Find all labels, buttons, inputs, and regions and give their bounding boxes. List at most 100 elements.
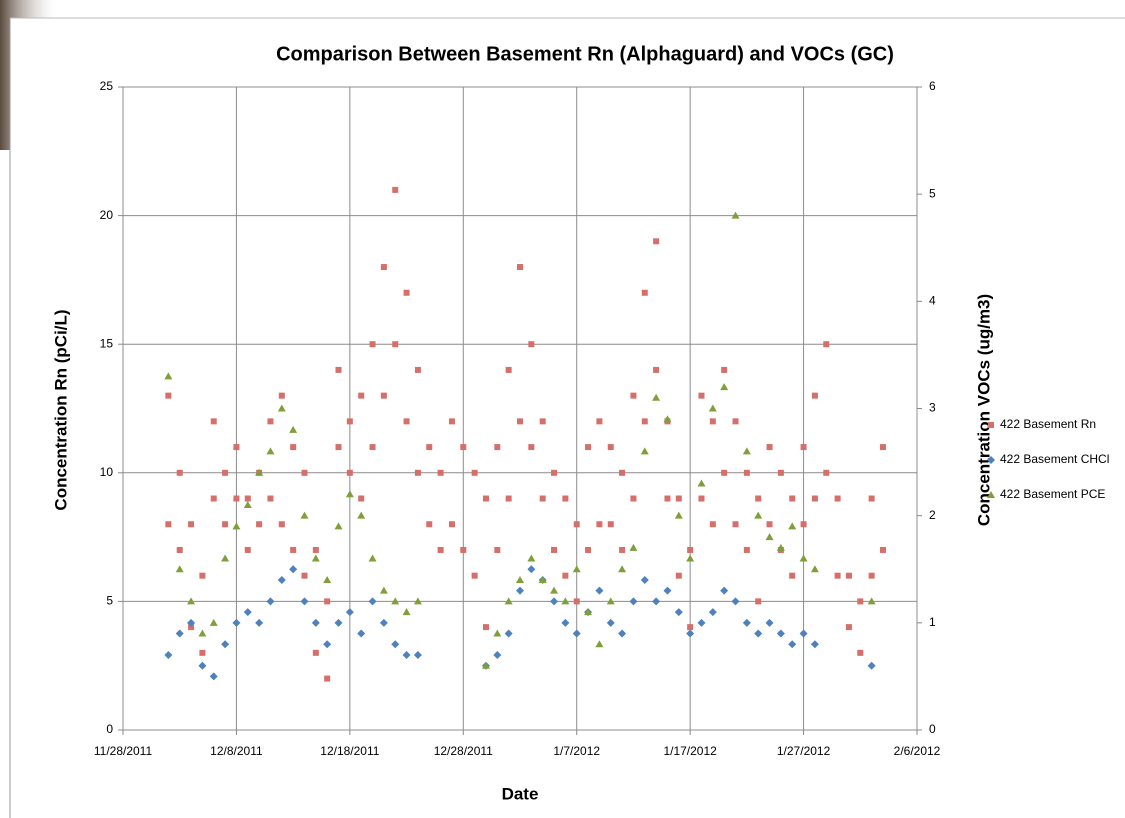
x-tick-label: 12/18/2011 bbox=[320, 744, 379, 758]
data-point bbox=[460, 547, 466, 553]
data-point bbox=[687, 624, 693, 630]
data-point bbox=[426, 444, 432, 450]
data-point bbox=[698, 393, 704, 399]
data-point bbox=[336, 367, 342, 373]
data-point bbox=[347, 418, 353, 424]
data-point bbox=[177, 547, 183, 553]
data-point bbox=[653, 238, 659, 244]
data-point bbox=[483, 624, 489, 630]
data-point bbox=[301, 470, 307, 476]
y2-tick-label: 2 bbox=[929, 508, 936, 522]
data-point bbox=[687, 547, 693, 553]
data-point bbox=[211, 418, 217, 424]
data-point bbox=[653, 367, 659, 373]
data-point bbox=[233, 496, 239, 502]
data-point bbox=[449, 418, 455, 424]
data-point bbox=[483, 496, 489, 502]
data-point bbox=[324, 676, 330, 682]
data-point bbox=[165, 393, 171, 399]
data-point bbox=[676, 496, 682, 502]
data-point bbox=[630, 496, 636, 502]
data-point bbox=[233, 444, 239, 450]
data-point bbox=[710, 521, 716, 527]
data-point bbox=[812, 393, 818, 399]
data-point bbox=[744, 470, 750, 476]
data-point bbox=[664, 496, 670, 502]
data-point bbox=[812, 496, 818, 502]
data-point bbox=[869, 496, 875, 502]
data-point bbox=[789, 573, 795, 579]
data-point bbox=[585, 444, 591, 450]
y-tick-label: 5 bbox=[106, 594, 113, 608]
data-point bbox=[846, 624, 852, 630]
y-axis-title: Concentration Rn (pCi/L) bbox=[51, 309, 70, 510]
data-point bbox=[370, 444, 376, 450]
y-tick-label: 0 bbox=[106, 722, 113, 736]
data-point bbox=[279, 521, 285, 527]
data-point bbox=[438, 547, 444, 553]
data-point bbox=[574, 598, 580, 604]
data-point bbox=[857, 650, 863, 656]
data-point bbox=[551, 547, 557, 553]
data-point bbox=[721, 367, 727, 373]
data-point bbox=[199, 650, 205, 656]
data-point bbox=[574, 521, 580, 527]
data-point bbox=[313, 547, 319, 553]
data-point bbox=[733, 418, 739, 424]
chart-title: Comparison Between Basement Rn (Alphagua… bbox=[276, 43, 894, 65]
data-point bbox=[698, 496, 704, 502]
y2-tick-label: 0 bbox=[929, 722, 936, 736]
data-point bbox=[415, 367, 421, 373]
data-point bbox=[177, 470, 183, 476]
data-point bbox=[517, 418, 523, 424]
data-point bbox=[721, 470, 727, 476]
data-point bbox=[801, 444, 807, 450]
data-point bbox=[313, 650, 319, 656]
data-point bbox=[324, 598, 330, 604]
data-point bbox=[256, 521, 262, 527]
data-point bbox=[801, 521, 807, 527]
data-point bbox=[517, 264, 523, 270]
data-point bbox=[494, 444, 500, 450]
y2-tick-label: 4 bbox=[929, 294, 936, 308]
data-point bbox=[676, 573, 682, 579]
data-point bbox=[415, 470, 421, 476]
data-point bbox=[211, 496, 217, 502]
x-tick-label: 1/17/2012 bbox=[663, 744, 717, 758]
data-point bbox=[279, 393, 285, 399]
data-point bbox=[619, 470, 625, 476]
y2-tick-label: 6 bbox=[929, 79, 936, 93]
chart: Comparison Between Basement Rn (Alphagua… bbox=[0, 0, 1125, 818]
data-point bbox=[267, 418, 273, 424]
data-point bbox=[744, 547, 750, 553]
data-point bbox=[222, 470, 228, 476]
data-point bbox=[585, 547, 591, 553]
data-point bbox=[767, 521, 773, 527]
data-point bbox=[370, 341, 376, 347]
data-point bbox=[755, 496, 761, 502]
data-point bbox=[472, 573, 478, 579]
data-point bbox=[540, 418, 546, 424]
data-point bbox=[596, 521, 602, 527]
data-point bbox=[835, 496, 841, 502]
x-tick-label: 1/27/2012 bbox=[777, 744, 831, 758]
data-point bbox=[755, 598, 761, 604]
data-point bbox=[188, 521, 194, 527]
legend-label: 422 Basement Rn bbox=[1000, 417, 1096, 431]
data-point bbox=[630, 393, 636, 399]
data-point bbox=[869, 573, 875, 579]
chart-area bbox=[10, 18, 1125, 818]
data-point bbox=[290, 444, 296, 450]
data-point bbox=[449, 521, 455, 527]
data-point bbox=[404, 418, 410, 424]
data-point bbox=[506, 496, 512, 502]
y-tick-label: 25 bbox=[100, 79, 114, 93]
data-point bbox=[562, 573, 568, 579]
data-point bbox=[608, 521, 614, 527]
data-point bbox=[494, 547, 500, 553]
x-tick-label: 2/6/2012 bbox=[894, 744, 941, 758]
y2-tick-label: 1 bbox=[929, 615, 936, 629]
data-point bbox=[245, 547, 251, 553]
data-point bbox=[880, 547, 886, 553]
data-point bbox=[880, 444, 886, 450]
